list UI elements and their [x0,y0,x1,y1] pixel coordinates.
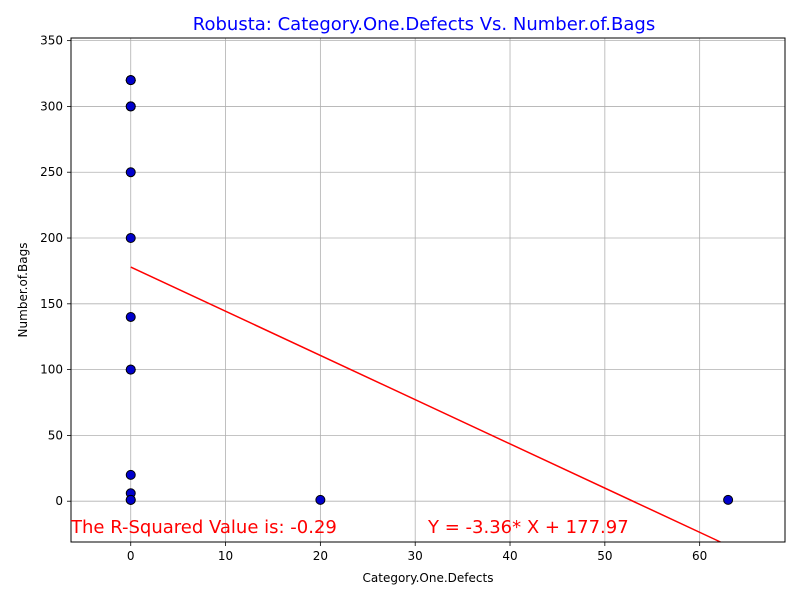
x-tick-label: 30 [408,549,423,563]
data-points [125,75,734,505]
y-tick-label: 50 [48,428,63,442]
data-point [723,494,734,505]
x-tick-label: 10 [218,549,233,563]
x-tick-label: 40 [502,549,517,563]
x-tick-label: 0 [127,549,135,563]
r-squared-annotation: The R-Squared Value is: -0.29 [70,517,337,538]
x-axis-label: Category.One.Defects [363,571,494,585]
x-tick-label: 60 [692,549,707,563]
y-tick-label: 250 [40,165,63,179]
regression-line [130,266,721,543]
y-tick-label: 100 [40,363,63,377]
x-tick-label: 50 [597,549,612,563]
grid [71,38,785,542]
y-tick-label: 150 [40,297,63,311]
axis-ticks: 0 10 20 30 40 50 60 0 50 100 150 200 250 300 350 [40,34,707,563]
y-tick-label: 350 [40,34,63,48]
data-point [125,101,136,112]
data-point [125,364,136,375]
data-point [125,311,136,322]
x-tick-label: 20 [313,549,328,563]
data-point [125,167,136,178]
y-axis-label: Number.of.Bags [16,243,30,338]
data-point [125,469,136,480]
y-tick-label: 200 [40,231,63,245]
data-point [125,233,136,244]
data-point [125,494,136,505]
plot-frame [70,37,786,543]
regression-line-group [130,266,721,543]
y-tick-label: 0 [55,494,63,508]
chart-title: Robusta: Category.One.Defects Vs. Number… [193,14,655,35]
data-point [125,75,136,86]
y-tick-label: 300 [40,99,63,113]
data-point [315,494,326,505]
regression-equation-annotation: Y = -3.36* X + 177.97 [427,517,629,538]
